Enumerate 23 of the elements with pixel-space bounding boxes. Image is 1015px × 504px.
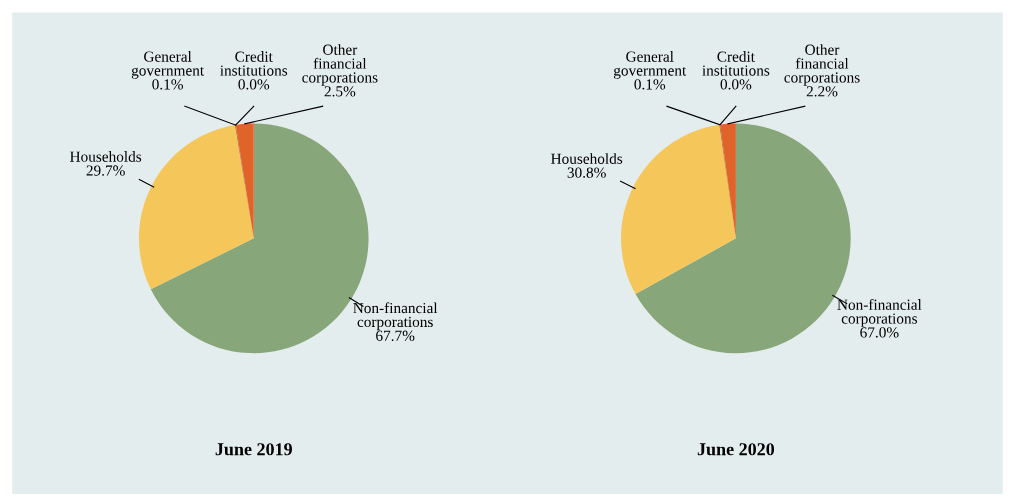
slice-label: Non-financial corporations: [353, 302, 438, 331]
category-label: Credit institutions: [702, 51, 770, 76]
slice-label: Other financial corporations: [784, 44, 860, 86]
data-label: 0.1%: [152, 79, 184, 90]
text: 0.0%: [238, 79, 270, 90]
data-label: 30.8%: [567, 167, 606, 178]
data-label: 2.2%: [806, 86, 838, 97]
slice-label: General government: [613, 51, 687, 79]
slice-label: Non-financial corporations: [837, 298, 922, 327]
data-label: 29.7%: [86, 165, 125, 176]
slice-label: Households: [69, 151, 142, 162]
data-label: 67.0%: [860, 327, 899, 338]
slice-label: Households: [551, 153, 623, 164]
slice-label: General government: [131, 51, 205, 79]
category-label: Credit institutions: [220, 51, 288, 76]
text: June 2019: [215, 443, 292, 456]
text: 0.0%: [720, 79, 752, 90]
text: June 2020: [697, 443, 775, 456]
data-label: 0.1%: [634, 79, 666, 90]
data-label: 2.5%: [324, 86, 356, 97]
slice-label: Other financial corporations: [302, 44, 378, 86]
pie-slice: [621, 124, 736, 295]
data-label: 67.7%: [376, 330, 415, 341]
